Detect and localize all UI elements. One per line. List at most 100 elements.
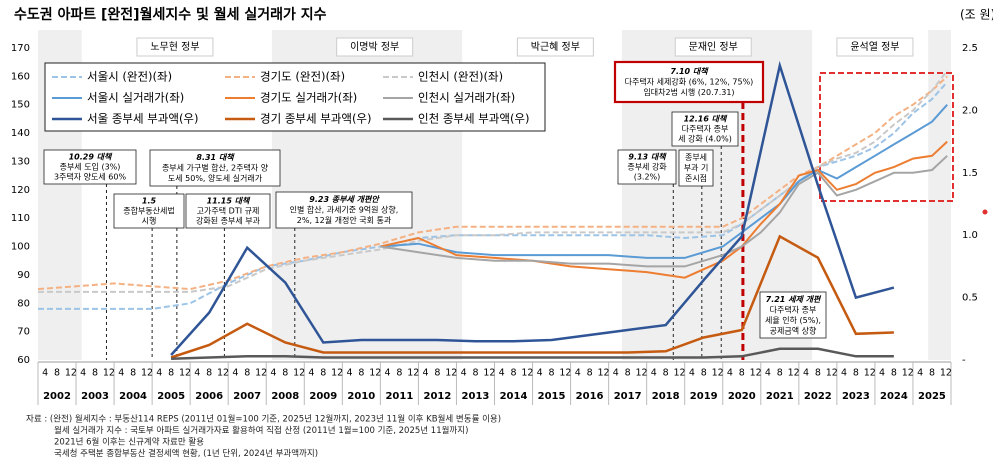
series-line <box>171 347 894 361</box>
annotation-box <box>185 193 271 229</box>
y2-tick-label: - <box>962 355 966 366</box>
month-tick-label: 4 <box>118 368 124 379</box>
year-label: 2014 <box>500 391 528 402</box>
legend-box <box>44 62 546 132</box>
y-tick-label: 60 <box>17 355 30 366</box>
month-tick-label: 8 <box>358 368 364 379</box>
annotation-text: 고가주택 DTI 규제 <box>197 206 260 216</box>
month-tick-label: 4 <box>613 368 619 379</box>
annotation-text: 2%, 12월 개정안 국회 통과 <box>297 215 392 225</box>
annotation-text: 3주택자 양도세 60% <box>54 172 127 182</box>
legend-label: 경기도 실거래가(좌) <box>260 91 357 105</box>
y2-unit: (조 원) <box>960 8 993 22</box>
month-tick-label: 12 <box>712 368 724 379</box>
annotation-title: 10.29 대책 <box>69 153 113 162</box>
month-tick-label: 8 <box>92 368 98 379</box>
y-tick-label: 90 <box>17 270 30 281</box>
annotation-text: 다주택자 세제강화 (6%, 12%, 75%) <box>625 77 754 87</box>
month-tick-label: 4 <box>499 368 505 379</box>
month-tick-label: 8 <box>853 368 859 379</box>
month-tick-label: 12 <box>940 368 952 379</box>
month-tick-label: 8 <box>777 368 783 379</box>
month-tick-label: 12 <box>407 368 419 379</box>
month-tick-label: 12 <box>179 368 191 379</box>
legend-label: 경기도 (완전)(좌) <box>260 70 345 84</box>
month-tick-label: 12 <box>635 368 647 379</box>
month-tick-label: 4 <box>346 368 352 379</box>
series-line <box>380 104 948 259</box>
month-tick-label: 4 <box>689 368 695 379</box>
legend-label: 인천 종부세 부과액(우) <box>418 112 530 126</box>
month-tick-label: 12 <box>483 368 495 379</box>
y2-tick-label: 2.5 <box>962 43 978 54</box>
y2-tick-label: 1.0 <box>962 230 978 241</box>
month-tick-label: 8 <box>396 368 402 379</box>
y-tick-label: 170 <box>11 43 30 54</box>
annotation-box <box>43 149 137 185</box>
month-tick-label: 8 <box>701 368 707 379</box>
y-tick-label: 150 <box>11 100 30 111</box>
annotation-title: 11.15 대책 <box>207 197 251 206</box>
month-tick-label: 4 <box>803 368 809 379</box>
month-tick-label: 12 <box>902 368 914 379</box>
year-label: 2003 <box>81 391 109 402</box>
series-line <box>380 140 948 279</box>
month-tick-label: 4 <box>270 368 276 379</box>
year-label: 2005 <box>157 391 185 402</box>
year-label: 2012 <box>424 391 452 402</box>
month-tick-label: 8 <box>54 368 60 379</box>
month-tick-label: 4 <box>80 368 86 379</box>
month-tick-label: 12 <box>445 368 457 379</box>
year-label: 2015 <box>538 391 566 402</box>
annotation-title: 7.21 세제 개편 <box>766 295 822 304</box>
annotation-text: (3.2%) <box>634 173 661 182</box>
series-line <box>170 234 894 359</box>
highlight-box <box>819 72 954 202</box>
annotation-title: 7.10 대책 <box>670 67 709 76</box>
series-line <box>38 70 948 293</box>
year-label: 2016 <box>576 391 604 402</box>
month-tick-label: 8 <box>168 368 174 379</box>
month-tick-label: 12 <box>674 368 686 379</box>
annotation-box <box>149 149 281 187</box>
month-tick-label: 12 <box>65 368 77 379</box>
month-tick-label: 12 <box>864 368 876 379</box>
year-label: 2017 <box>614 391 642 402</box>
month-tick-label: 8 <box>739 368 745 379</box>
month-tick-label: 8 <box>472 368 478 379</box>
annotation-title: 1.5 <box>142 197 157 206</box>
footnote: 자료 : (완전) 월세지수 : 부동산114 REPS (2011년 01월=… <box>26 414 501 425</box>
president-box <box>516 37 594 57</box>
annotation-title: 12.16 대책 <box>684 115 728 124</box>
footnote: 2021년 6월 이후는 신규계약 자료만 활용 <box>54 437 204 448</box>
legend-label: 서울 종부세 부과액(우) <box>87 112 199 126</box>
year-label: 2024 <box>880 391 908 402</box>
month-tick-label: 12 <box>559 368 571 379</box>
chart-title: 수도권 아파트 [완전]월세지수 및 월세 실거래가 지수 <box>14 6 327 23</box>
year-label: 2009 <box>309 391 337 402</box>
annotation-text: 강화된 종부세 부과 <box>196 216 261 226</box>
month-tick-label: 8 <box>625 368 631 379</box>
year-label: 2025 <box>918 391 946 402</box>
annotation-text: 종부세 도입 (3%) <box>60 163 121 172</box>
month-tick-label: 12 <box>141 368 153 379</box>
legend-label: 서울시 (완전)(좌) <box>87 70 172 84</box>
year-label: 2010 <box>347 391 375 402</box>
annotation-text: 종부세 강화 <box>627 162 667 172</box>
annotation-title: 9.23 종부세 개편안 <box>309 195 380 204</box>
month-tick-label: 12 <box>788 368 800 379</box>
annotation-box <box>275 191 413 229</box>
annotation-text: 종부세 <box>685 153 707 162</box>
legend-label: 서울시 실거래가(좌) <box>87 91 184 105</box>
annotation-text: 인별 합산, 과세기준 9억원 상향, <box>290 205 399 215</box>
month-tick-label: 8 <box>320 368 326 379</box>
period-shade <box>928 30 951 360</box>
month-tick-label: 12 <box>331 368 343 379</box>
year-label: 2021 <box>766 391 794 402</box>
month-tick-label: 4 <box>879 368 885 379</box>
month-tick-label: 8 <box>510 368 516 379</box>
month-tick-label: 12 <box>217 368 229 379</box>
month-tick-label: 4 <box>841 368 847 379</box>
annotation-box <box>671 111 739 147</box>
